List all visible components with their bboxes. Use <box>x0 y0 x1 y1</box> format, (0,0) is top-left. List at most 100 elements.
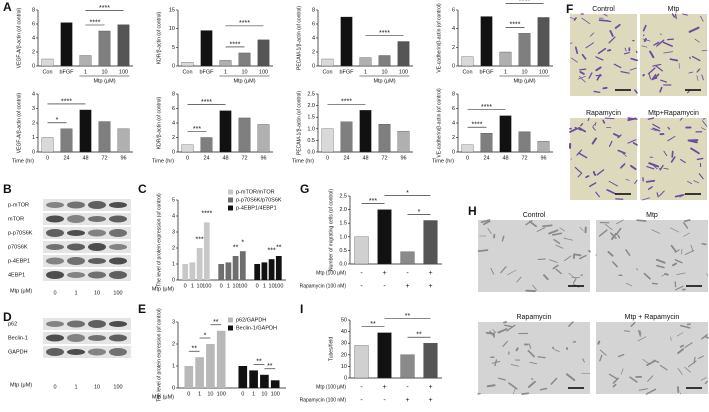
cell-stroke <box>702 120 708 127</box>
cell-stroke <box>597 340 601 345</box>
x-axis-label: Time (hr) <box>152 158 174 164</box>
cell-stroke <box>537 356 546 359</box>
y-tick-label: 5 <box>172 45 175 51</box>
bar <box>400 251 415 265</box>
cell-stroke <box>652 63 662 67</box>
blot-band <box>88 243 106 251</box>
cell-stroke <box>636 219 647 222</box>
y-tick-label: 0 <box>172 385 175 391</box>
cell-stroke <box>659 364 668 371</box>
cell-stroke <box>620 70 630 74</box>
cell-stroke <box>592 126 596 131</box>
micrograph <box>640 14 707 96</box>
cell-stroke <box>581 17 591 25</box>
cell-stroke <box>638 329 642 337</box>
blot-band <box>46 229 64 237</box>
cell-stroke <box>645 388 657 395</box>
cell-stroke <box>696 68 701 73</box>
significance-label: **** <box>519 0 530 5</box>
y-axis-label: The level of protein expression (of cont… <box>156 308 162 402</box>
cell-stroke <box>645 179 656 183</box>
micrograph <box>570 118 637 200</box>
x-tick-label: 100 <box>238 283 247 289</box>
cell-stroke <box>598 229 608 237</box>
cell-stroke <box>652 127 661 132</box>
x-tick-label: 10 <box>381 69 387 75</box>
condition-sign: + <box>405 397 409 404</box>
cell-stroke <box>688 71 694 74</box>
significance-label: ** <box>233 244 239 251</box>
cell-stroke <box>559 227 566 232</box>
y-tick-label: 0 <box>32 63 35 69</box>
cell-stroke <box>647 67 656 75</box>
y-tick-label: 2.0 <box>307 103 315 109</box>
cell-stroke <box>589 32 595 37</box>
cell-stroke <box>507 269 517 276</box>
dose-value: 1 <box>74 384 77 390</box>
y-tick-label: 3 <box>32 106 35 112</box>
bar <box>181 144 194 153</box>
x-tick-label: 96 <box>400 155 406 161</box>
y-tick-label: 8 <box>172 91 175 97</box>
y-tick-label: 1 <box>172 261 175 267</box>
x-tick-label: 1 <box>263 283 266 289</box>
cell-stroke <box>639 330 642 335</box>
blot-row-label: 4EBP1 <box>8 272 25 278</box>
cell-stroke <box>635 50 638 54</box>
significance-label: **** <box>379 30 390 37</box>
bar <box>117 24 130 67</box>
cell-stroke <box>591 137 597 145</box>
micrograph <box>570 14 637 96</box>
bar <box>200 30 213 67</box>
y-tick-label: 20 <box>341 352 347 358</box>
dose-value: 0 <box>53 290 56 296</box>
bar <box>461 144 474 153</box>
legend-label: p-p70S6K/p70S6K <box>236 197 282 203</box>
blot-band <box>67 215 85 223</box>
bar <box>238 117 251 153</box>
bar <box>537 140 550 153</box>
panel-letter: D <box>3 310 12 324</box>
x-tick-label: 10 <box>269 283 275 289</box>
x-tick-label: 1 <box>227 283 230 289</box>
blot-band <box>109 257 127 265</box>
cell-stroke <box>705 336 709 339</box>
cell-stroke <box>608 36 616 44</box>
dose-label: Mtp (μM) <box>10 288 32 294</box>
cell-stroke <box>652 123 661 129</box>
x-tick-label: 48 <box>502 155 508 161</box>
cell-stroke <box>503 324 514 328</box>
blot-band <box>88 348 106 356</box>
cell-stroke <box>663 150 668 157</box>
x-tick-label: 0 <box>241 391 244 397</box>
blot-band <box>109 202 127 208</box>
significance-label: * <box>406 190 409 197</box>
y-tick-label: 2.5 <box>307 91 315 97</box>
y-tick-label: 1.0 <box>307 126 315 132</box>
condition-sign: + <box>428 397 432 404</box>
x-tick-label: 10 <box>261 391 267 397</box>
cell-stroke <box>663 167 669 170</box>
cell-stroke <box>539 387 548 391</box>
cell-stroke <box>693 356 696 364</box>
cell-stroke <box>617 353 625 358</box>
x-tick-label: 100 <box>271 391 280 397</box>
y-tick-label: 0 <box>172 277 175 283</box>
cell-stroke <box>604 223 613 231</box>
dose-value: 100 <box>113 384 122 390</box>
y-tick-label: 4 <box>452 120 455 126</box>
y-tick-label: 2 <box>172 341 175 347</box>
blot-band <box>109 334 127 342</box>
cell-stroke <box>570 42 573 44</box>
x-tick-label: 100 <box>274 283 283 289</box>
cell-stroke <box>622 152 627 157</box>
cell-stroke <box>698 173 704 180</box>
bar <box>480 132 493 153</box>
y-tick-label: 5 <box>172 197 175 203</box>
cell-stroke <box>551 232 563 236</box>
y-tick-label: 6 <box>312 21 315 27</box>
x-tick-label: 100 <box>399 69 408 75</box>
cell-stroke <box>609 29 614 37</box>
cell-stroke <box>579 71 585 75</box>
bar <box>499 51 512 67</box>
